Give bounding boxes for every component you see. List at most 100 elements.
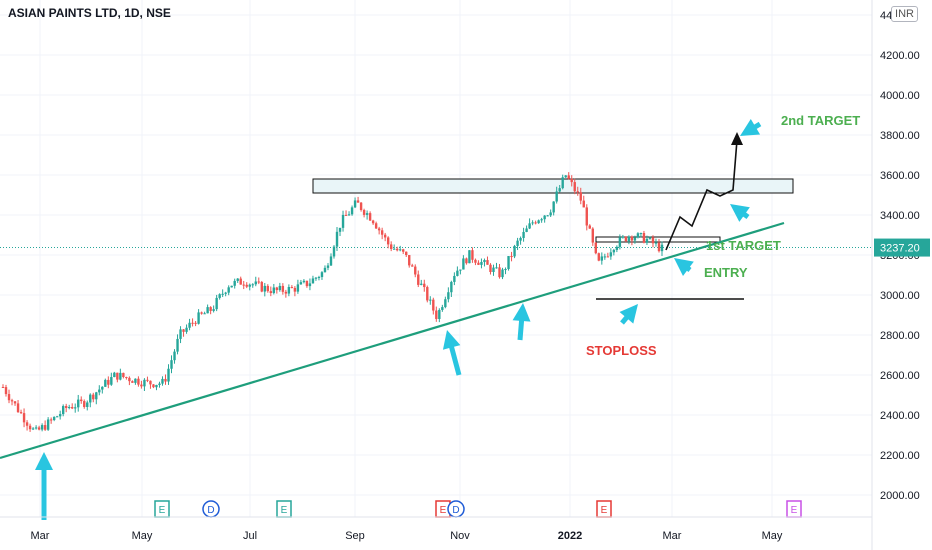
candle-body <box>444 299 447 308</box>
candle-body <box>37 427 41 430</box>
candle-body <box>374 223 378 229</box>
candle-body <box>402 249 405 252</box>
candle-body <box>1 387 5 388</box>
candle-body <box>429 299 432 301</box>
candle-body <box>245 284 248 287</box>
candle-body <box>248 284 251 287</box>
candle-body <box>558 188 561 192</box>
candle-body <box>197 312 200 324</box>
candle-body <box>597 253 601 261</box>
candle-body <box>71 407 74 409</box>
candle-body <box>338 227 342 232</box>
annotation-label: ENTRY <box>704 265 748 280</box>
candle-body <box>188 322 191 328</box>
x-tick-label: May <box>132 530 153 542</box>
candle-body <box>399 249 402 251</box>
candle-body <box>459 269 462 271</box>
candle-body <box>191 322 194 324</box>
candle-body <box>347 214 351 216</box>
time-axis[interactable]: Mar May Jul Sep Nov 2022 Mar May <box>0 516 872 542</box>
candle-body <box>284 291 288 294</box>
grid-lines <box>0 0 872 517</box>
candle-body <box>392 248 396 250</box>
x-tick-label: 2022 <box>558 530 582 542</box>
candle-body <box>13 401 17 404</box>
candle-body <box>489 264 492 272</box>
candle-body <box>555 191 558 202</box>
candle-body <box>600 256 604 261</box>
candle-body <box>125 377 128 379</box>
candle-body <box>299 282 303 285</box>
candle-body <box>212 309 215 311</box>
support-trendline <box>0 221 785 460</box>
candles <box>1 172 664 432</box>
candle-body <box>540 219 543 221</box>
y-tick-label: 3000.00 <box>880 290 920 302</box>
candle-body <box>173 351 176 361</box>
candle-body <box>594 242 597 254</box>
candle-body <box>636 233 640 238</box>
candle-body <box>137 378 140 385</box>
candle-body <box>161 378 164 384</box>
callout-arrow <box>35 452 53 520</box>
candle-body <box>371 220 375 224</box>
candle-body <box>98 389 101 393</box>
candle-body <box>588 225 591 229</box>
candle-body <box>591 228 594 243</box>
candle-body <box>314 277 318 279</box>
candle-body <box>281 285 285 292</box>
candle-body <box>495 267 498 269</box>
candle-body <box>215 297 218 310</box>
candle-body <box>275 287 279 291</box>
candle-body <box>510 256 513 258</box>
y-tick-label: 2000.00 <box>880 490 920 502</box>
candle-body <box>543 215 546 220</box>
candle-body <box>423 283 426 288</box>
candle-body <box>155 384 158 388</box>
candle-body <box>176 338 179 352</box>
candle-body <box>483 260 486 263</box>
candle-body <box>263 285 266 292</box>
y-tick-label: 2600.00 <box>880 370 920 382</box>
currency-badge[interactable]: INR <box>891 6 918 22</box>
candle-body <box>552 201 555 213</box>
candle-body <box>122 372 125 378</box>
candle-body <box>480 262 483 265</box>
candle-body <box>516 240 519 246</box>
candle-body <box>131 381 134 383</box>
price-axis[interactable]: 2000.00 2200.00 2400.00 2600.00 2800.00 3000.… <box>871 0 930 550</box>
candle-body <box>49 419 53 421</box>
candle-body <box>89 394 92 403</box>
candle-body <box>194 322 197 324</box>
candle-body <box>200 312 203 314</box>
y-tick-label: 44 <box>880 10 892 22</box>
candle-body <box>28 425 32 430</box>
event-marker-label: E <box>281 505 288 516</box>
callout-arrow <box>674 258 694 276</box>
candle-body <box>4 387 8 395</box>
candle-body <box>573 182 576 192</box>
candle-body <box>612 249 616 253</box>
candle-body <box>380 230 384 235</box>
candle-body <box>645 238 649 243</box>
callout-arrow <box>442 330 462 376</box>
candle-body <box>570 178 573 183</box>
candle-body <box>435 310 438 319</box>
candle-body <box>19 412 23 414</box>
candle-body <box>462 258 465 270</box>
candle-body <box>260 282 263 292</box>
candle-body <box>61 406 65 415</box>
candle-body <box>341 214 345 228</box>
candle-body <box>326 265 330 268</box>
candle-body <box>320 272 324 278</box>
candle-body <box>10 400 14 402</box>
candle-body <box>639 233 643 235</box>
candle-body <box>58 414 62 417</box>
candle-body <box>140 384 143 387</box>
candle-body <box>182 329 185 332</box>
candle-body <box>116 372 119 380</box>
candle-body <box>251 284 254 286</box>
candle-body <box>290 286 294 288</box>
